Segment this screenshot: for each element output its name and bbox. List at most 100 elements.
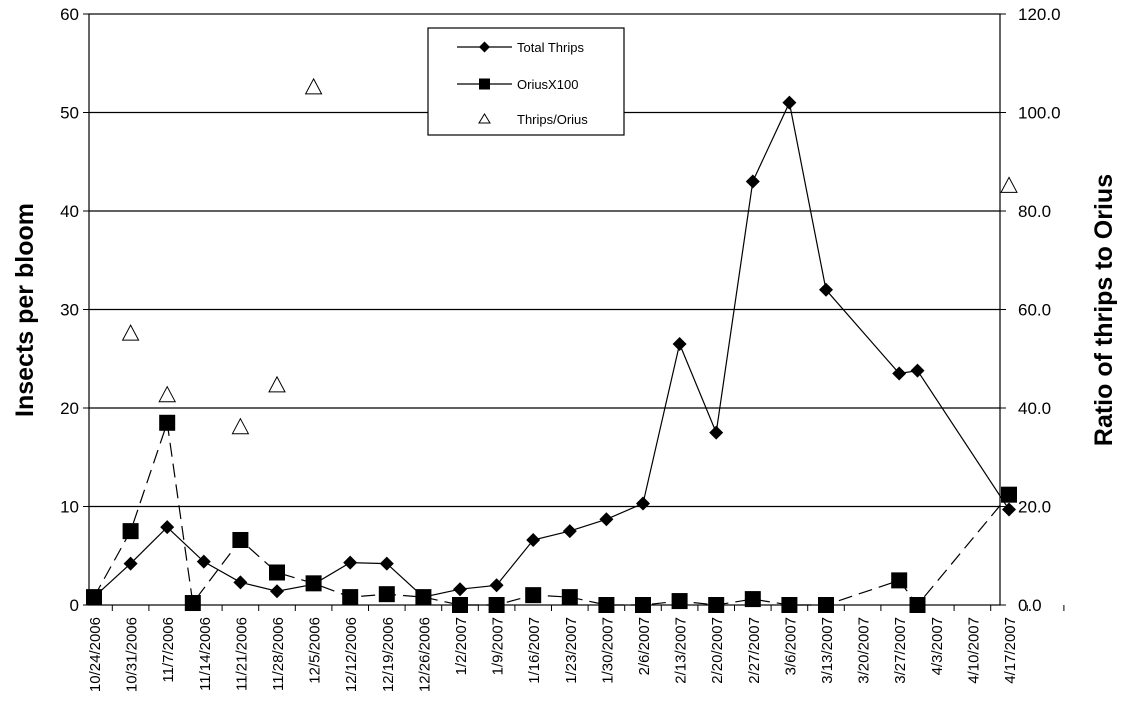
x-tick-label: 2/6/2007 bbox=[636, 617, 653, 675]
data-point-total-thrips bbox=[489, 578, 504, 593]
x-tick-label: 1/9/2007 bbox=[490, 617, 507, 675]
data-point-thrips-orius bbox=[121, 324, 140, 341]
x-tick-label: 12/19/2006 bbox=[380, 617, 397, 692]
data-point-oriusx100 bbox=[269, 564, 285, 581]
y-tick-label-right: 100.0 bbox=[1018, 104, 1061, 123]
x-tick-label: 4/10/2007 bbox=[965, 617, 982, 684]
y-tick-label-right: 80.0 bbox=[1018, 202, 1051, 221]
data-point-total-thrips bbox=[453, 582, 467, 597]
y-tick-label-right: 60.0 bbox=[1018, 301, 1051, 320]
data-point-total-thrips bbox=[1002, 502, 1016, 517]
legend-marker-oriusx100 bbox=[479, 78, 490, 90]
x-tick-label: 4/17/2007 bbox=[1002, 617, 1019, 684]
x-tick-label: 1/30/2007 bbox=[599, 617, 616, 684]
data-point-oriusx100 bbox=[305, 575, 322, 592]
y-tick-label-left: 40 bbox=[60, 202, 79, 221]
x-tick-label: 3/20/2007 bbox=[856, 617, 873, 684]
x-tick-label: 12/12/2006 bbox=[343, 617, 360, 692]
x-tick-label: 1/16/2007 bbox=[526, 617, 543, 684]
data-point-total-thrips bbox=[636, 496, 650, 511]
legend: Total Thrips OriusX100 Thrips/Orius bbox=[427, 27, 625, 136]
legend-box bbox=[427, 27, 625, 136]
data-point-total-thrips bbox=[672, 336, 687, 351]
series-lines bbox=[93, 100, 1010, 606]
data-point-thrips-orius bbox=[1000, 176, 1018, 193]
data-point-thrips-orius bbox=[268, 375, 286, 393]
x-tick-label: 2/27/2007 bbox=[746, 617, 763, 684]
data-point-total-thrips bbox=[196, 554, 211, 569]
gridlines bbox=[89, 111, 1000, 508]
x-tick-label: 11/7/2006 bbox=[160, 617, 177, 683]
data-point-oriusx100 bbox=[378, 586, 395, 603]
data-point-oriusx100 bbox=[415, 589, 432, 606]
y-tick-label-left: 10 bbox=[60, 498, 79, 517]
data-point-total-thrips bbox=[123, 556, 138, 571]
x-tick-label: 2/13/2007 bbox=[673, 617, 690, 684]
y-tick-label-left: 60 bbox=[60, 5, 79, 24]
data-point-total-thrips bbox=[270, 584, 284, 599]
data-point-oriusx100 bbox=[184, 595, 201, 612]
x-tick-label: 10/24/2006 bbox=[87, 617, 104, 692]
data-point-oriusx100 bbox=[891, 572, 908, 589]
data-point-thrips-orius bbox=[231, 417, 250, 435]
x-tick-label: 12/26/2006 bbox=[416, 617, 433, 692]
data-point-oriusx100 bbox=[122, 523, 139, 540]
x-tick-label: 11/21/2006 bbox=[233, 617, 250, 691]
legend-label-thrips-orius: Thrips/Orius bbox=[517, 112, 588, 127]
data-point-oriusx100 bbox=[342, 589, 359, 606]
x-tick-label: 11/28/2006 bbox=[270, 617, 287, 691]
y-tick-label-right: 20.0 bbox=[1018, 498, 1051, 517]
series-line-oriusx100 bbox=[93, 422, 1010, 606]
data-point-oriusx100 bbox=[671, 593, 688, 610]
y-tick-label-right: 120.0 bbox=[1018, 5, 1061, 24]
data-point-thrips-orius bbox=[158, 385, 177, 403]
x-tick-label: 1/2/2007 bbox=[453, 617, 470, 675]
data-point-oriusx100 bbox=[635, 597, 651, 613]
data-point-oriusx100 bbox=[159, 414, 176, 431]
data-point-oriusx100 bbox=[561, 589, 578, 606]
series-markers bbox=[86, 77, 1018, 613]
x-tick-label: 3/6/2007 bbox=[782, 617, 799, 675]
data-point-oriusx100 bbox=[744, 591, 761, 608]
data-point-oriusx100 bbox=[525, 587, 542, 604]
data-point-total-thrips bbox=[745, 174, 760, 189]
data-point-total-thrips bbox=[562, 524, 577, 539]
y-tick-label-left: 20 bbox=[60, 399, 79, 418]
x-tick-label: 12/5/2006 bbox=[307, 617, 324, 684]
legend-marker-total-thrips bbox=[479, 41, 490, 53]
data-point-total-thrips bbox=[160, 520, 175, 535]
y-tick-label-right: 40.0 bbox=[1018, 399, 1051, 418]
x-tick-label: 1/23/2007 bbox=[563, 617, 580, 684]
data-point-oriusx100 bbox=[781, 597, 798, 613]
data-point-total-thrips bbox=[233, 575, 248, 590]
x-tick-label: 10/31/2006 bbox=[124, 617, 141, 692]
y-tick-label-left: 0 bbox=[70, 596, 79, 615]
x-tick-label: 4/3/2007 bbox=[929, 617, 946, 675]
y-axis-title-right: Ratio of thrips to Orius bbox=[1090, 174, 1118, 446]
data-point-oriusx100 bbox=[232, 531, 249, 548]
data-point-thrips-orius bbox=[304, 77, 323, 95]
data-point-oriusx100 bbox=[488, 597, 505, 613]
legend-marker-thrips-orius bbox=[478, 113, 491, 124]
data-point-oriusx100 bbox=[598, 597, 615, 613]
data-point-total-thrips bbox=[819, 282, 833, 297]
y-tick-label-right: 0.0 bbox=[1018, 596, 1042, 615]
series-line-total-thrips bbox=[93, 100, 1010, 598]
x-tick-label: 3/13/2007 bbox=[819, 617, 836, 684]
data-point-total-thrips bbox=[892, 366, 907, 381]
data-point-total-thrips bbox=[343, 555, 358, 570]
x-tick-label: 2/20/2007 bbox=[709, 617, 726, 684]
data-point-oriusx100 bbox=[708, 597, 725, 613]
data-point-oriusx100 bbox=[452, 597, 468, 613]
y-tick-label-left: 50 bbox=[60, 104, 79, 123]
x-tick-label: 3/27/2007 bbox=[892, 617, 909, 684]
data-point-total-thrips bbox=[782, 95, 797, 110]
data-point-oriusx100 bbox=[1001, 486, 1017, 503]
data-point-total-thrips bbox=[709, 425, 724, 440]
legend-label-oriusx100: OriusX100 bbox=[517, 77, 578, 92]
data-point-oriusx100 bbox=[818, 597, 834, 613]
data-point-oriusx100 bbox=[86, 589, 102, 606]
data-point-total-thrips bbox=[910, 363, 925, 378]
data-point-total-thrips bbox=[599, 512, 614, 527]
